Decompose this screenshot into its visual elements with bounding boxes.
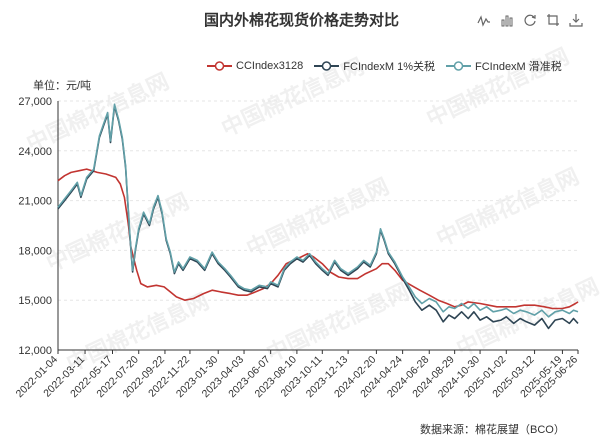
- y-axis: 12,000 15,000 18,000 21,000 24,000 27,000: [18, 96, 59, 357]
- download-icon[interactable]: [569, 13, 583, 27]
- y-tick-label: 15,000: [18, 295, 52, 307]
- legend-label: CCIndex3128: [236, 60, 304, 72]
- legend-item-fcindexm-sliding[interactable]: FCIndexM 滑准税: [445, 58, 562, 74]
- legend-item-ccindex3128[interactable]: CCIndex3128: [207, 58, 303, 74]
- y-axis-unit-label: 单位：元/吨: [33, 80, 92, 92]
- toolbox: [477, 13, 583, 27]
- line-chart-icon[interactable]: [477, 13, 491, 27]
- data-source: 数据来源：棉花展望（BCO）: [420, 424, 565, 436]
- y-tick-label: 27,000: [18, 96, 52, 108]
- legend-marker-icon: [314, 61, 340, 71]
- y-tick-label: 21,000: [18, 196, 52, 208]
- series-group: [57, 103, 579, 330]
- chart-title: 国内外棉花现货价格走势对比: [203, 12, 399, 29]
- y-tick-label: 12,000: [18, 345, 52, 357]
- series-line-1: [57, 105, 579, 330]
- legend-marker-icon: [207, 61, 232, 71]
- legend-label: FCIndexM 滑准税: [474, 61, 562, 73]
- restore-icon[interactable]: [523, 13, 537, 27]
- series-line-2: [57, 103, 579, 318]
- y-tick-label: 18,000: [18, 245, 52, 257]
- series-line-0: [57, 168, 579, 310]
- legend: CCIndex3128 FCIndexM 1%关税 FCIndexM 滑准税: [207, 58, 562, 74]
- x-axis: 2022-01-042022-03-112022-05-172022-07-20…: [14, 349, 580, 400]
- bar-chart-icon[interactable]: [500, 13, 514, 27]
- legend-label: FCIndexM 1%关税: [343, 61, 435, 73]
- grid-lines: [58, 100, 578, 351]
- crop-icon[interactable]: [546, 13, 560, 27]
- y-tick-label: 24,000: [18, 146, 52, 158]
- legend-item-fcindexm-1pct[interactable]: FCIndexM 1%关税: [314, 58, 435, 74]
- legend-marker-icon: [445, 61, 471, 71]
